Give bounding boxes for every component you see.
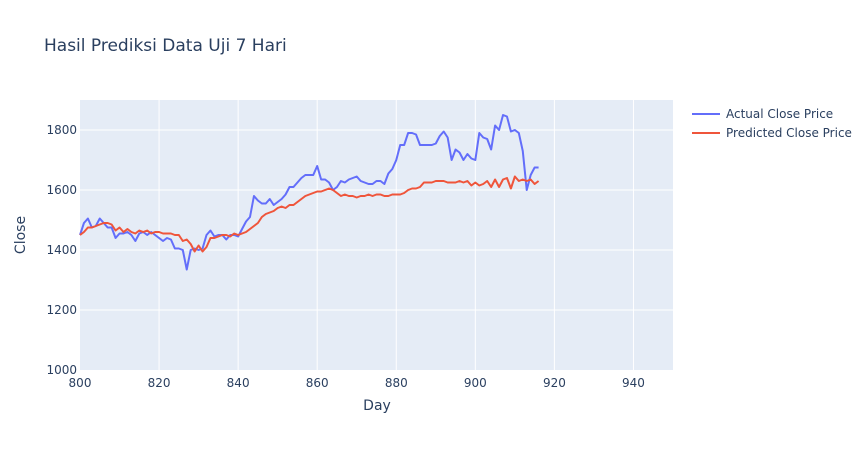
x-axis-ticks: 800 820 840 860 880 900 920 940 (69, 376, 645, 390)
x-tick-label: 920 (543, 376, 566, 390)
grid (80, 100, 673, 370)
chart-title: Hasil Prediksi Data Uji 7 Hari (44, 36, 287, 56)
legend-label: Predicted Close Price (726, 126, 852, 140)
y-tick-label: 1200 (46, 303, 77, 317)
y-axis-ticks: 1000 1200 1400 1600 1800 (46, 123, 77, 377)
legend-item-actual[interactable]: Actual Close Price (692, 107, 833, 121)
x-tick-label: 880 (385, 376, 408, 390)
x-tick-label: 820 (148, 376, 171, 390)
series-line-predicted (79, 175, 540, 253)
series-line-actual (79, 114, 539, 271)
y-axis-title: Close (13, 216, 29, 254)
legend-label: Actual Close Price (726, 107, 833, 121)
y-tick-label: 1600 (46, 183, 77, 197)
series-layer (79, 114, 540, 271)
plot-area (80, 100, 673, 370)
y-tick-label: 1800 (46, 123, 77, 137)
legend[interactable]: Actual Close Price Predicted Close Price (692, 107, 852, 140)
x-tick-label: 900 (464, 376, 487, 390)
y-tick-label: 1400 (46, 243, 77, 257)
x-tick-label: 860 (306, 376, 329, 390)
x-tick-label: 800 (69, 376, 92, 390)
x-axis-title: Day (363, 398, 391, 414)
x-tick-label: 940 (622, 376, 645, 390)
y-tick-label: 1000 (46, 363, 77, 377)
legend-item-predicted[interactable]: Predicted Close Price (692, 126, 852, 140)
x-tick-label: 840 (227, 376, 250, 390)
